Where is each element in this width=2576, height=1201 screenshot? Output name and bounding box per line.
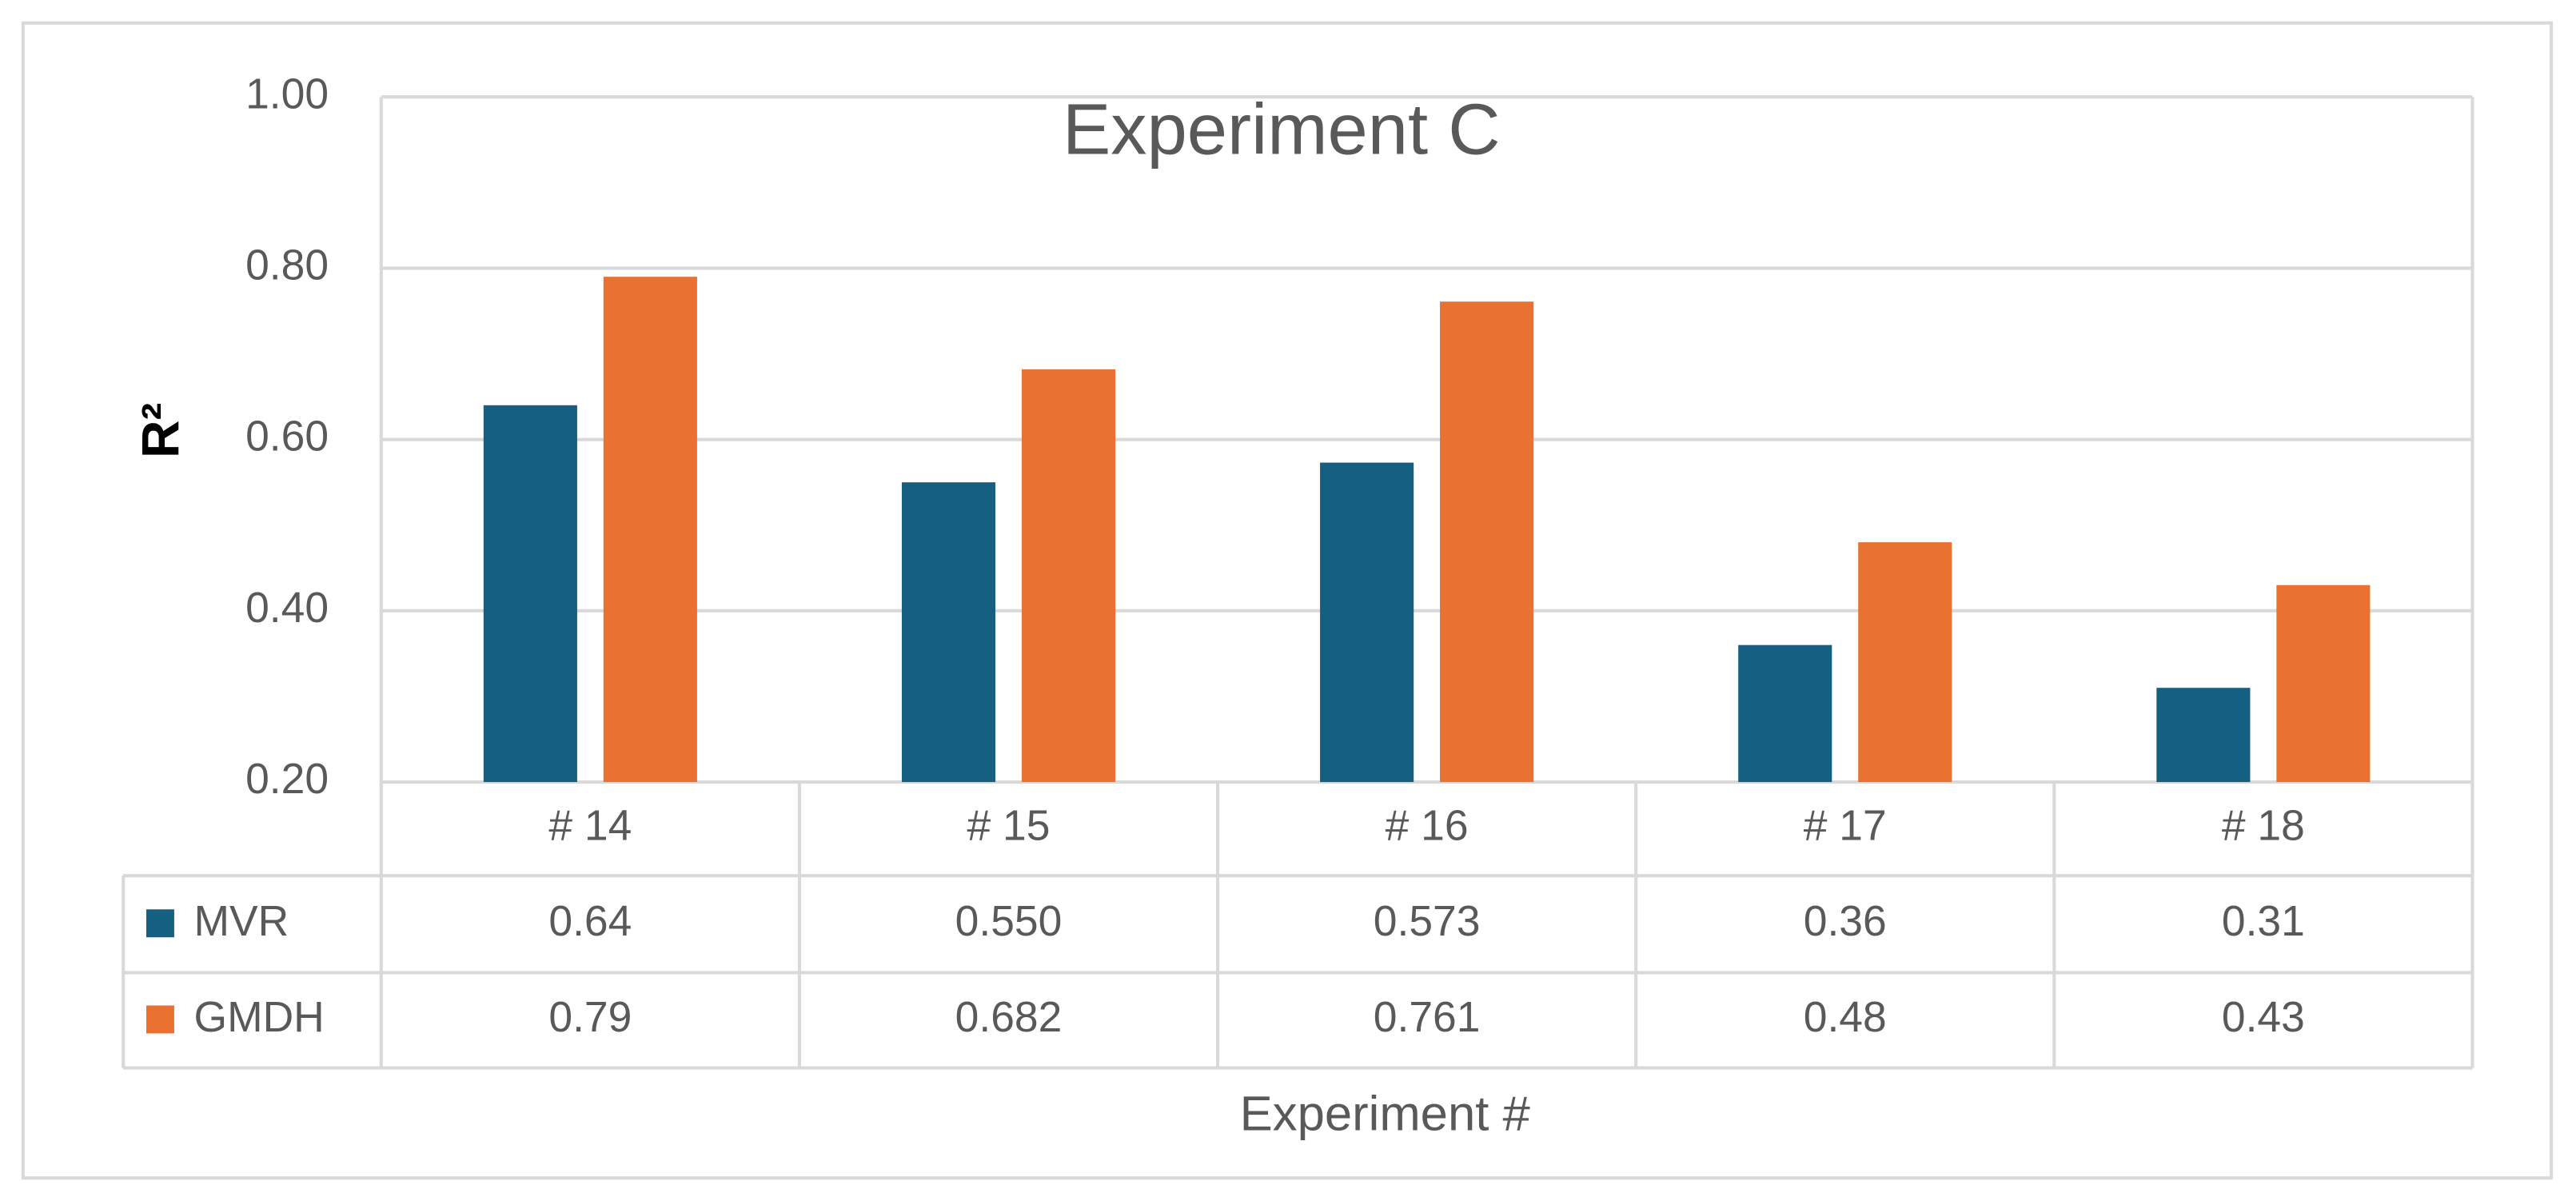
table-value: 0.36 [1804, 898, 1887, 945]
bar [2156, 688, 2251, 783]
chart-frame [21, 21, 2554, 1180]
table-value: 0.761 [1374, 994, 1481, 1041]
table-value: 0.64 [548, 898, 632, 945]
table-value: 0.43 [2222, 994, 2305, 1041]
bar [1440, 301, 1534, 783]
bar [1021, 369, 1116, 783]
table-value: 0.550 [955, 898, 1063, 945]
table-value: 0.31 [2222, 898, 2305, 945]
chart-title: Experiment C [1063, 89, 1501, 170]
x-tick-label: # 15 [967, 803, 1051, 850]
legend-swatch [146, 1005, 174, 1034]
y-tick-label: 0.80 [245, 242, 329, 289]
bar [483, 405, 577, 783]
bar [901, 482, 996, 783]
bar [603, 277, 697, 783]
x-tick-label: # 16 [1386, 803, 1469, 850]
legend-label: GMDH [194, 994, 325, 1041]
bar [2276, 585, 2371, 783]
legend-swatch [146, 909, 174, 938]
bar [1320, 462, 1414, 783]
x-tick-label: # 14 [548, 803, 632, 850]
y-axis-label: R² [130, 403, 189, 458]
x-axis-label: Experiment # [1240, 1086, 1530, 1141]
bar [1858, 542, 1952, 783]
y-tick-label: 1.00 [245, 70, 329, 118]
y-tick-label: 0.60 [245, 413, 329, 461]
table-value: 0.48 [1804, 994, 1887, 1041]
legend-label: MVR [194, 898, 289, 945]
table-value: 0.79 [548, 994, 632, 1041]
y-tick-label: 0.40 [245, 585, 329, 632]
y-tick-label: 0.20 [245, 756, 329, 803]
bar [1738, 644, 1832, 783]
table-value: 0.573 [1374, 898, 1481, 945]
table-value: 0.682 [955, 994, 1063, 1041]
x-tick-label: # 18 [2222, 803, 2305, 850]
x-tick-label: # 17 [1804, 803, 1887, 850]
